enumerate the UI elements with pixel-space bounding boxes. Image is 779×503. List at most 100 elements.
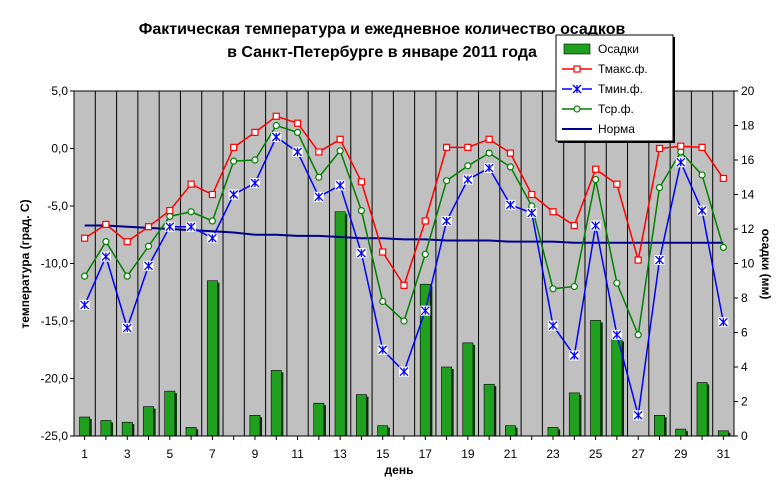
tavg-point — [400, 317, 408, 325]
tavg-point — [102, 238, 110, 246]
precip-bar — [654, 414, 665, 437]
x-tick-label: 11 — [291, 447, 304, 461]
tavg-point — [230, 157, 238, 165]
y-left-tick-label: 5,0 — [51, 84, 68, 98]
y-right-tick-label: 0 — [741, 429, 748, 443]
x-tick-label: 15 — [376, 447, 390, 461]
tmax-point — [272, 112, 280, 120]
tmax-point — [293, 119, 302, 127]
tmin-point — [420, 305, 431, 316]
tmin-point — [462, 174, 473, 185]
tavg-point — [421, 250, 429, 258]
legend-entry: Тмакс.ф. — [562, 62, 648, 76]
tavg-point — [719, 243, 727, 251]
y-left-tick-label: -5,0 — [47, 199, 68, 213]
tmin-point — [484, 163, 495, 174]
tmax-point — [336, 135, 344, 143]
tmin-point — [79, 299, 90, 310]
y-right-tick-label: 8 — [741, 291, 748, 305]
x-tick-label: 21 — [504, 447, 518, 461]
x-tick-label: 3 — [124, 447, 131, 461]
precip-bar — [121, 421, 133, 437]
precip-bar — [356, 394, 367, 437]
x-tick-label: 5 — [166, 447, 173, 461]
y-axis-right-label: осадки (мм) — [759, 229, 773, 300]
tmin-point — [505, 199, 516, 210]
legend-tmin-point — [572, 84, 582, 94]
precip-bar — [547, 427, 559, 437]
tmax-point — [528, 190, 536, 199]
precip-bar — [590, 320, 602, 437]
precip-bar — [611, 339, 623, 437]
y-right-tick-label: 10 — [741, 257, 755, 271]
tavg-point — [698, 171, 706, 179]
x-axis-label: день — [385, 463, 414, 477]
tmax-point — [464, 143, 472, 151]
tavg-point — [166, 212, 174, 220]
legend: Осадки Тмакс.ф. Тмин.ф. Тср.ф. Норма — [555, 34, 675, 143]
precip-bar — [717, 430, 729, 437]
tmax-point — [549, 208, 557, 216]
tavg-point — [677, 148, 685, 156]
precip-bar — [313, 402, 325, 437]
tmax-point — [655, 144, 664, 153]
precip-bar — [441, 366, 452, 437]
x-tick-label: 27 — [632, 447, 646, 461]
legend-entry: Тср.ф. — [562, 102, 634, 116]
tmin-point — [143, 260, 154, 271]
tavg-point — [81, 272, 89, 280]
tmin-point — [100, 251, 111, 262]
tmin-point — [590, 220, 601, 231]
tmin-point — [164, 221, 175, 232]
tavg-point — [549, 285, 557, 293]
precip-bar — [164, 390, 176, 437]
precip-bar — [377, 425, 389, 437]
precip-bar — [568, 392, 580, 437]
tavg-point — [315, 173, 323, 181]
x-tick-label: 13 — [333, 447, 347, 461]
x-tick-label: 9 — [252, 447, 259, 461]
y-right-tick-label: 20 — [741, 84, 755, 98]
tmin-point — [548, 320, 559, 331]
x-tick-label: 29 — [674, 447, 688, 461]
tavg-point — [144, 242, 153, 250]
tavg-point — [442, 177, 451, 185]
tavg-point — [592, 175, 600, 184]
tmin-point — [271, 132, 282, 142]
tavg-point — [272, 121, 280, 130]
tmin-point — [228, 189, 239, 200]
tavg-point — [506, 163, 515, 171]
axes: 5,00,0-5,0-10,0-15,0-20,0-25,02018161412… — [41, 84, 755, 461]
x-tick-label: 17 — [419, 447, 433, 461]
tmin-point — [675, 157, 686, 168]
y-left-tick-label: -10,0 — [41, 257, 69, 271]
tmin-point — [569, 350, 580, 361]
x-tick-label: 1 — [81, 447, 88, 461]
tavg-point — [187, 208, 195, 216]
tmin-point — [186, 221, 197, 232]
tmax-point — [230, 143, 238, 151]
chart-title-line1: Фактическая температура и ежедневное кол… — [139, 21, 626, 38]
tmax-point — [442, 143, 451, 151]
legend-tavg-point — [573, 105, 581, 113]
tmax-point — [208, 190, 216, 199]
x-tick-label: 19 — [461, 447, 475, 461]
tmin-point — [249, 178, 260, 188]
tmin-point — [292, 146, 303, 157]
y-right-tick-label: 18 — [741, 119, 755, 133]
tavg-point — [570, 282, 578, 291]
precip-bar — [143, 406, 154, 437]
tmax-point — [144, 223, 153, 231]
tmax-point — [81, 234, 89, 242]
y-axis-left-label: температура (град. С) — [18, 199, 32, 328]
tmin-point — [377, 344, 388, 355]
tavg-point — [613, 279, 621, 287]
tavg-point — [336, 147, 344, 155]
tmin-point — [633, 410, 644, 421]
y-right-tick-label: 2 — [741, 395, 748, 409]
precip-bar — [483, 383, 495, 437]
legend-label: Тмин.ф. — [598, 82, 643, 96]
legend-entry: Тмин.ф. — [562, 82, 643, 96]
y-left-tick-label: -25,0 — [41, 429, 69, 443]
